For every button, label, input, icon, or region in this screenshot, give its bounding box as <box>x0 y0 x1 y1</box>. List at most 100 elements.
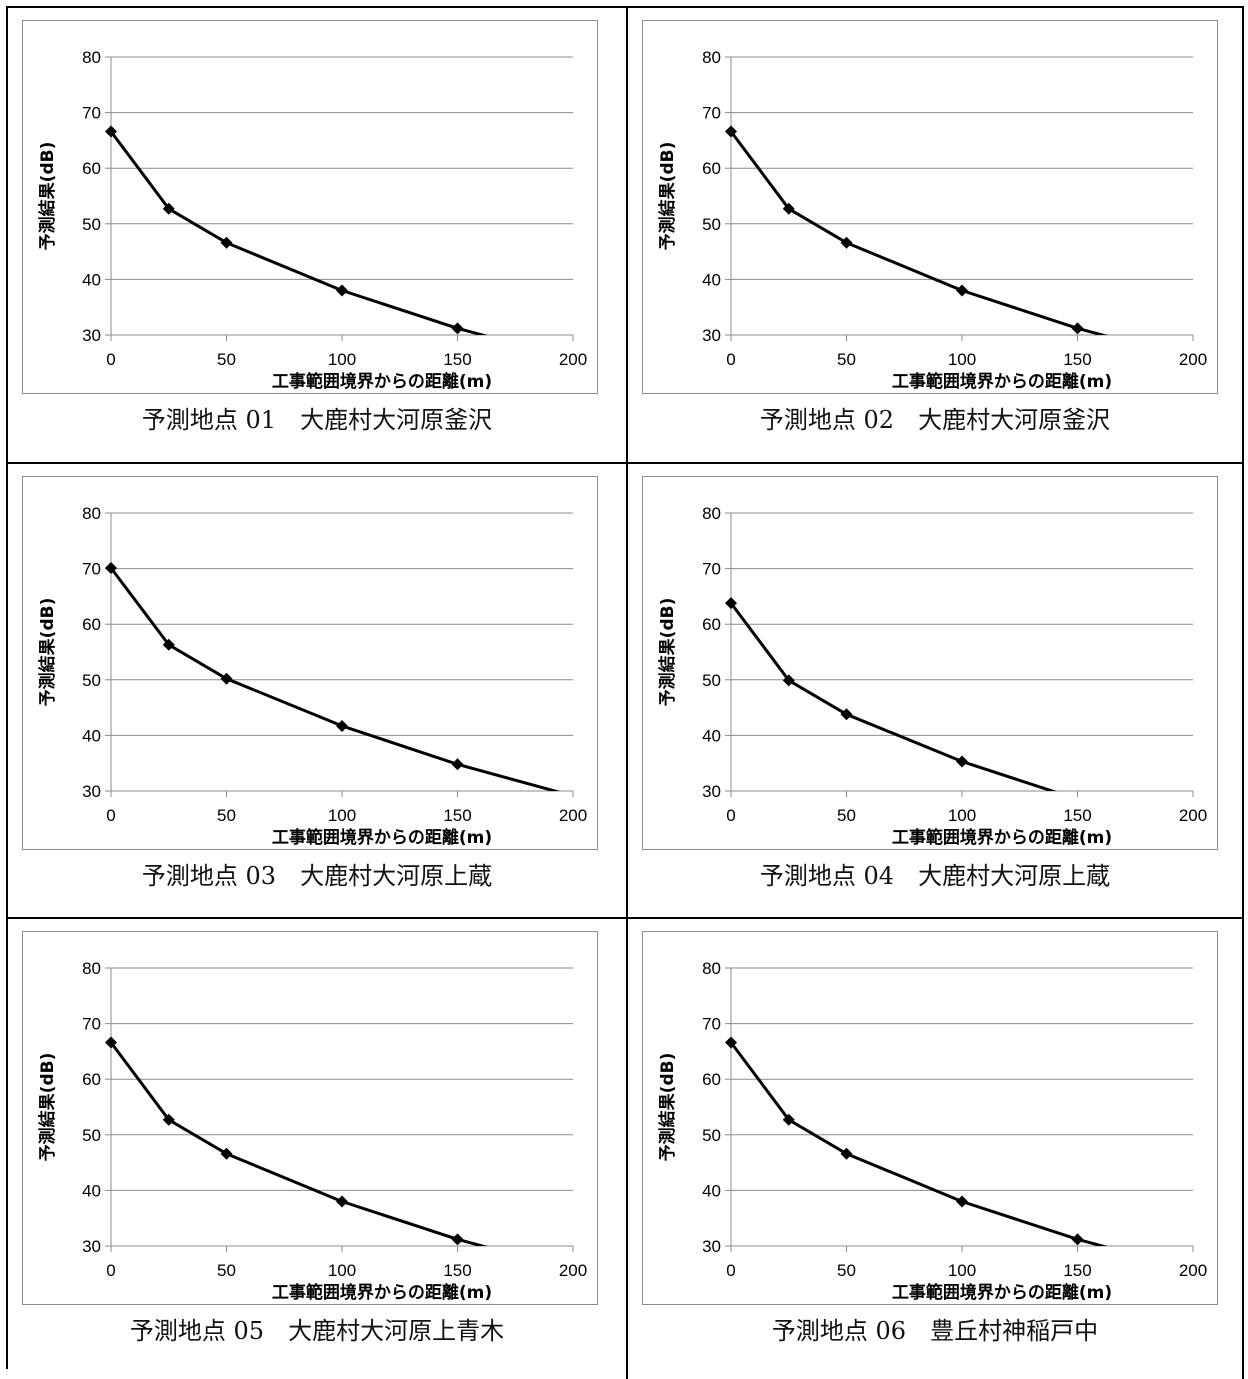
data-point <box>956 284 968 297</box>
x-tick-label: 150 <box>1063 806 1091 825</box>
y-tick-label: 80 <box>702 504 721 523</box>
x-tick-label: 200 <box>559 806 587 825</box>
x-axis-label: 工事範囲境界からの距離(m) <box>892 1282 1112 1303</box>
y-tick-label: 40 <box>702 270 721 289</box>
data-point <box>162 1113 175 1126</box>
y-tick-label: 60 <box>82 159 101 178</box>
data-point <box>105 125 117 138</box>
y-tick-label: 40 <box>702 726 721 745</box>
x-tick-label: 100 <box>328 806 356 825</box>
y-tick-label: 40 <box>82 1181 101 1200</box>
y-tick-label: 70 <box>82 1015 101 1034</box>
x-axis-label: 工事範囲境界からの距離(m) <box>892 371 1112 392</box>
series-line <box>109 567 561 791</box>
x-tick-label: 200 <box>559 1261 587 1280</box>
series-line <box>109 1041 489 1246</box>
y-tick-label: 50 <box>82 671 101 690</box>
chart-caption: 予測地点 02 大鹿村大河原釜沢 <box>759 406 1111 434</box>
y-tick-label: 80 <box>82 504 101 523</box>
y-tick-label: 60 <box>702 159 721 178</box>
data-point <box>105 562 117 575</box>
y-axis-label: 予測結果(dB) <box>657 1053 678 1162</box>
y-tick-label: 70 <box>82 104 101 123</box>
chart-caption: 予測地点 06 豊丘村神稲戸中 <box>771 1317 1099 1345</box>
x-tick-label: 100 <box>328 350 356 369</box>
y-tick-label: 30 <box>82 326 101 345</box>
y-tick-label: 60 <box>82 615 101 634</box>
y-axis-label: 予測結果(dB) <box>37 142 58 251</box>
y-tick-label: 70 <box>82 560 101 579</box>
data-point <box>105 1036 117 1049</box>
y-tick-label: 30 <box>702 1237 721 1256</box>
chart-cell-04: 30 40 50 60 70 80 0 50 100 150 200 工事範囲境界からの距離(m) 予測… <box>628 464 1244 919</box>
chart-frame: 30 40 50 60 70 80 0 50 100 150 200 工事範囲境界からの距離(m) 予測… <box>642 20 1218 394</box>
data-point <box>725 1036 737 1049</box>
chart-03: 30 40 50 60 70 80 0 50 100 150 200 工事範囲境界からの距離(m) 予測… <box>37 504 587 848</box>
x-tick-label: 200 <box>1179 1261 1207 1280</box>
y-tick-label: 60 <box>702 1070 721 1089</box>
x-tick-label: 150 <box>443 350 471 369</box>
chart-05: 30 40 50 60 70 80 0 50 100 150 200 工事範囲境界からの距離(m) 予測… <box>37 959 587 1303</box>
y-tick-label: 50 <box>702 671 721 690</box>
data-point <box>336 284 348 297</box>
y-tick-label: 50 <box>702 215 721 234</box>
chart-cell-02: 30 40 50 60 70 80 0 50 100 150 200 工事範囲境界からの距離(m) 予測… <box>628 8 1244 464</box>
data-point <box>725 597 737 610</box>
chart-caption: 予測地点 04 大鹿村大河原上蔵 <box>759 862 1111 890</box>
y-tick-label: 70 <box>702 1015 721 1034</box>
y-tick-label: 40 <box>82 270 101 289</box>
chart-caption: 予測地点 01 大鹿村大河原釜沢 <box>141 406 493 434</box>
y-tick-label: 30 <box>702 782 721 801</box>
data-point <box>451 758 464 771</box>
y-axis-label: 予測結果(dB) <box>657 598 678 707</box>
x-tick-label: 100 <box>948 806 976 825</box>
data-point <box>336 719 348 732</box>
x-tick-label: 200 <box>1179 806 1207 825</box>
series-line <box>729 130 1109 335</box>
x-tick-label: 0 <box>106 1261 115 1280</box>
data-point <box>840 708 853 721</box>
x-axis-label: 工事範囲境界からの距離(m) <box>272 1282 492 1303</box>
chart-cell-05: 30 40 50 60 70 80 0 50 100 150 200 工事範囲境界からの距離(m) 予測… <box>8 919 628 1379</box>
chart-02: 30 40 50 60 70 80 0 50 100 150 200 工事範囲境界からの距離(m) 予測… <box>657 48 1207 392</box>
x-tick-label: 150 <box>443 806 471 825</box>
chart-04: 30 40 50 60 70 80 0 50 100 150 200 工事範囲境界からの距離(m) 予測… <box>657 504 1207 848</box>
y-tick-label: 60 <box>82 1070 101 1089</box>
x-axis-label: 工事範囲境界からの距離(m) <box>272 371 492 392</box>
series-line <box>729 1041 1109 1246</box>
y-axis-label: 予測結果(dB) <box>657 142 678 251</box>
chart-frame: 30 40 50 60 70 80 0 50 100 150 200 工事範囲境界からの距離(m) 予測… <box>642 931 1218 1305</box>
x-axis-label: 工事範囲境界からの距離(m) <box>272 827 492 848</box>
data-point <box>840 236 853 249</box>
chart-06: 30 40 50 60 70 80 0 50 100 150 200 工事範囲境界からの距離(m) 予測… <box>657 959 1207 1303</box>
x-tick-label: 0 <box>726 806 735 825</box>
data-point <box>162 638 175 651</box>
y-axis-label: 予測結果(dB) <box>37 598 58 707</box>
x-tick-label: 50 <box>837 350 856 369</box>
chart-frame: 30 40 50 60 70 80 0 50 100 150 200 工事範囲境界からの距離(m) 予測… <box>22 476 598 850</box>
y-tick-label: 50 <box>82 215 101 234</box>
chart-caption: 予測地点 03 大鹿村大河原上蔵 <box>141 862 493 890</box>
chart-frame: 30 40 50 60 70 80 0 50 100 150 200 工事範囲境界からの距離(m) 予測… <box>22 20 598 394</box>
data-point <box>220 236 233 249</box>
y-tick-label: 50 <box>702 1126 721 1145</box>
y-tick-label: 30 <box>82 782 101 801</box>
chart-cell-01: 30 40 50 60 70 80 0 50 100 150 200 工事範囲境界からの距離(m) 予測… <box>8 8 628 464</box>
data-point <box>1071 322 1084 335</box>
chart-caption: 予測地点 05 大鹿村大河原上青木 <box>129 1317 505 1345</box>
x-tick-label: 150 <box>443 1261 471 1280</box>
y-tick-label: 30 <box>82 1237 101 1256</box>
data-point <box>162 202 175 215</box>
y-tick-label: 50 <box>82 1126 101 1145</box>
chart-grid-table: 30 40 50 60 70 80 0 50 100 150 200 工事範囲境界からの距離(m) 予測… <box>6 6 1244 1379</box>
y-tick-label: 80 <box>82 959 101 978</box>
data-point <box>956 755 968 768</box>
data-point <box>782 674 795 687</box>
data-point <box>451 322 464 335</box>
chart-01: 30 40 50 60 70 80 0 50 100 150 200 工事範囲境界からの距離(m) 予測… <box>37 48 587 392</box>
y-tick-label: 80 <box>702 959 721 978</box>
x-tick-label: 50 <box>217 806 236 825</box>
x-tick-label: 50 <box>837 1261 856 1280</box>
y-tick-label: 30 <box>702 326 721 345</box>
y-tick-label: 80 <box>82 48 101 67</box>
